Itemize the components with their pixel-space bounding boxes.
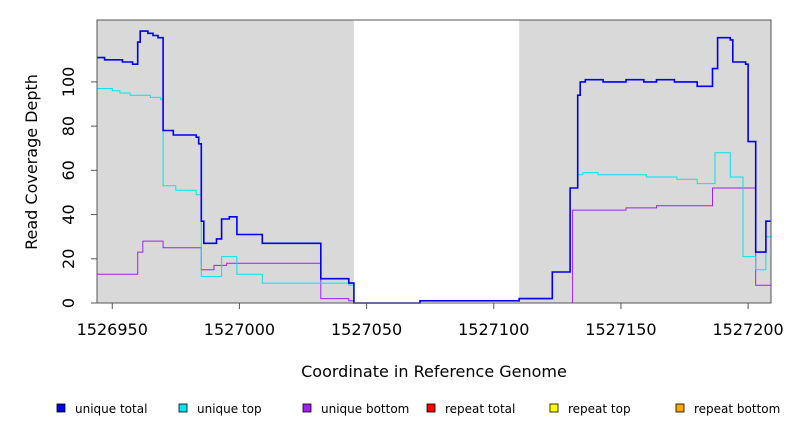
plot-border — [96, 19, 772, 304]
legend-item: unique total — [56, 402, 147, 416]
y-axis: 0 20 40 60 80 100 — [59, 67, 97, 308]
y-tick-label: 0 — [59, 298, 78, 308]
y-axis-title: Read Coverage Depth — [22, 74, 41, 250]
legend-item: unique bottom — [302, 402, 409, 416]
shaded-region — [97, 20, 354, 303]
legend-swatch — [426, 403, 436, 413]
series-line-unique-total — [97, 30, 771, 304]
x-tick-label: 1527050 — [331, 320, 402, 339]
shaded-regions — [97, 20, 771, 303]
x-tick-label: 1527000 — [204, 320, 275, 339]
legend-swatch — [302, 403, 312, 413]
legend-swatch — [675, 403, 685, 413]
x-axis: 1526950 1527000 1527050 1527100 1527150 15272… — [77, 303, 784, 339]
legend-item: repeat total — [426, 402, 515, 416]
y-tick-label: 40 — [59, 204, 78, 224]
legend: unique total unique top unique bottom repea… — [56, 402, 780, 416]
y-tick-label: 20 — [59, 249, 78, 269]
y-tick-label: 60 — [59, 160, 78, 180]
x-tick-label: 1527200 — [712, 320, 783, 339]
legend-swatch — [56, 403, 66, 413]
legend-item: repeat bottom — [675, 402, 780, 416]
x-tick-label: 1527100 — [458, 320, 529, 339]
series-line-unique-bottom — [97, 187, 771, 304]
x-tick-label: 1527150 — [585, 320, 656, 339]
legend-item: repeat top — [549, 402, 631, 416]
legend-label: unique top — [197, 402, 262, 416]
legend-swatch — [178, 403, 188, 413]
legend-label: repeat bottom — [694, 402, 780, 416]
legend-label: unique total — [75, 402, 147, 416]
legend-label: unique bottom — [321, 402, 409, 416]
y-tick-label: 80 — [59, 116, 78, 136]
x-tick-label: 1526950 — [77, 320, 148, 339]
legend-swatch — [549, 403, 559, 413]
legend-label: repeat top — [568, 402, 631, 416]
legend-item: unique top — [178, 402, 262, 416]
legend-label: repeat total — [445, 402, 515, 416]
shaded-region — [519, 20, 771, 303]
y-tick-label: 100 — [59, 67, 78, 98]
x-axis-title: Coordinate in Reference Genome — [301, 362, 567, 381]
